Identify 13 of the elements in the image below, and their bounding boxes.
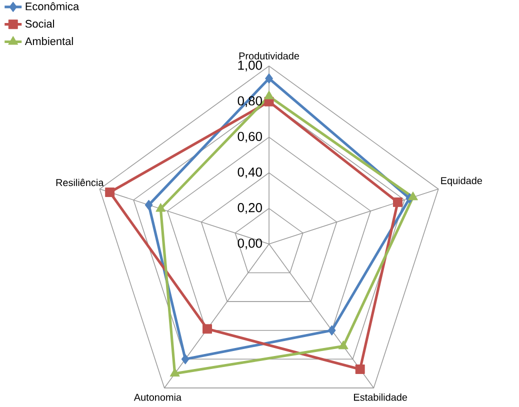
spoke-label: Equidade xyxy=(441,176,482,186)
y-tick-label: 0,60 xyxy=(238,132,262,143)
legend-label: Econômica xyxy=(26,2,80,10)
y-tick-label: 0,00 xyxy=(238,238,262,250)
legend-label: Ambiental xyxy=(24,37,73,46)
spoke-label: Produtividade xyxy=(239,52,300,60)
y-tick-label: 0,20 xyxy=(238,203,262,214)
y-tick-label: 1,00 xyxy=(238,60,262,72)
spoke-label: Resiliência xyxy=(56,178,104,186)
spoke-label: Estabilidade xyxy=(354,393,408,401)
legend-label: Social xyxy=(25,20,54,28)
y-tick-label: 0,40 xyxy=(238,167,262,178)
spoke-label: Autonomia xyxy=(134,393,182,401)
